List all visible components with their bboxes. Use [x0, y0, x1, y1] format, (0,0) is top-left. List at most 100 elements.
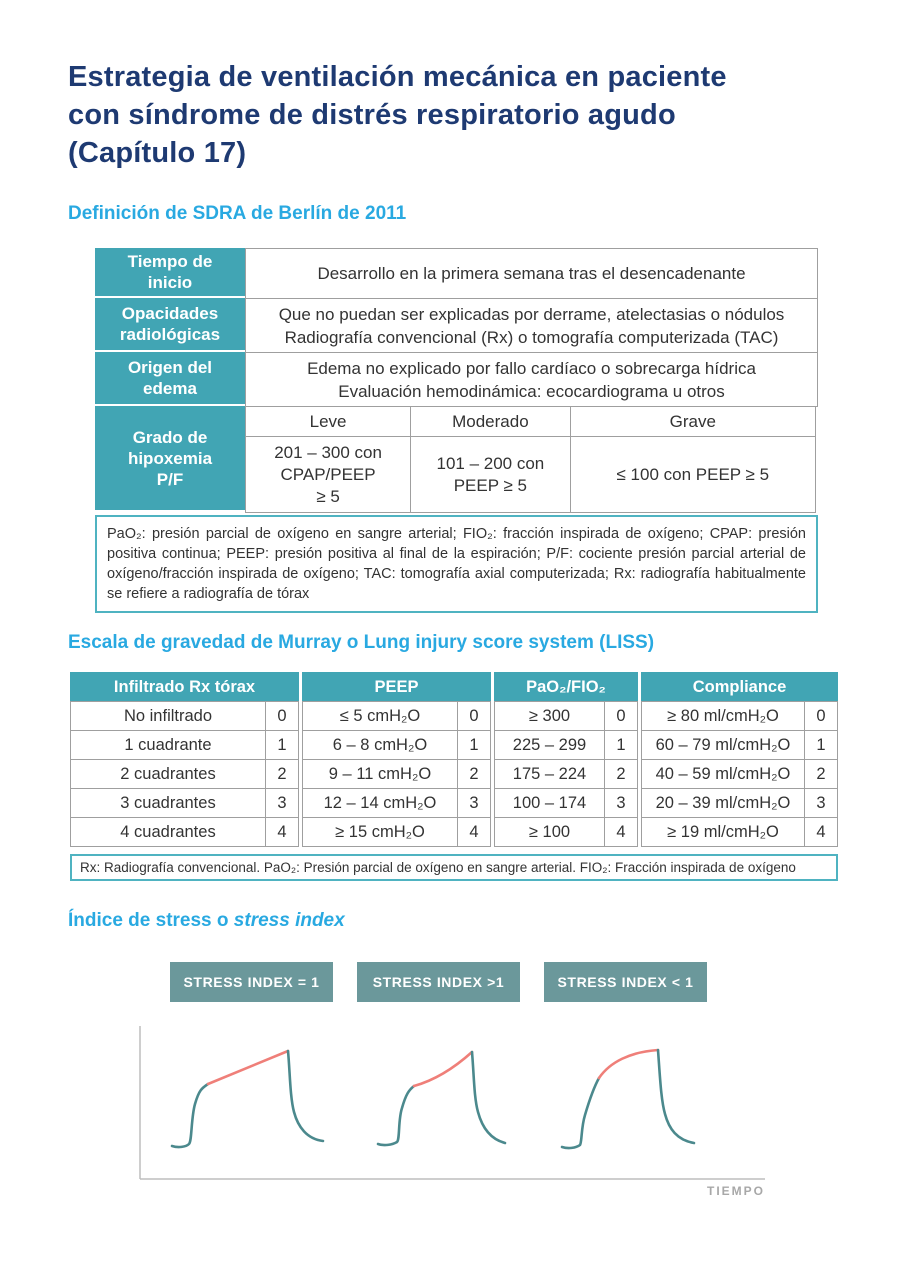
murray-score-cell: 0 — [804, 701, 838, 731]
hypoxemia-cell: ≤ 100 con PEEP ≥ 5 — [569, 436, 816, 513]
expiration-release-curve — [470, 1050, 507, 1145]
murray-value-cell: 175 – 224 — [494, 759, 605, 789]
murray-value-cell: ≥ 300 — [494, 701, 605, 731]
murray-score-cell: 1 — [457, 730, 491, 760]
murray-value-cell: 100 – 174 — [494, 788, 605, 818]
murray-score-cell: 3 — [457, 788, 491, 818]
stress-heading-italic: stress index — [233, 910, 345, 931]
inspiration-rise-curve — [376, 1084, 416, 1147]
murray-value-cell: No infiltrado — [70, 701, 266, 731]
murray-row: 40 – 59 ml/cmH₂O 2 — [641, 759, 838, 789]
murray-score-cell: 2 — [265, 759, 299, 789]
hypoxemia-subtable: Leve 201 – 300 con CPAP/PEEP ≥ 5 Moderad… — [245, 406, 818, 513]
murray-row: 60 – 79 ml/cmH₂O 1 — [641, 730, 838, 760]
murray-value-cell: 9 – 11 cmH₂O — [302, 759, 458, 789]
murray-score-cell: 1 — [265, 730, 299, 760]
murray-col-group: PEEP ≤ 5 cmH₂O 0 6 – 8 cmH₂O 1 9 – 11 cmH₂O 2 1… — [302, 672, 491, 847]
berlin-row-header: Opacidades radiológicas — [95, 298, 245, 353]
murray-row: 3 cuadrantes 3 — [70, 788, 299, 818]
berlin-row-header: Origen del edema — [95, 352, 245, 407]
hypoxemia-subheader: Grave — [569, 406, 816, 437]
pressure-curves — [170, 1048, 696, 1150]
murray-header-cell: PEEP — [302, 672, 491, 702]
murray-value-cell: 12 – 14 cmH₂O — [302, 788, 458, 818]
murray-score-cell: 0 — [604, 701, 638, 731]
murray-score-cell: 3 — [804, 788, 838, 818]
hypoxemia-col-leve: Leve 201 – 300 con CPAP/PEEP ≥ 5 — [245, 406, 412, 513]
berlin-row-content: Edema no explicado por fallo cardíaco o … — [245, 352, 818, 407]
stress-slope-segment — [206, 1049, 290, 1086]
murray-value-cell: ≥ 80 ml/cmH₂O — [641, 701, 805, 731]
murray-value-cell: 20 – 39 ml/cmH₂O — [641, 788, 805, 818]
murray-score-cell: 0 — [265, 701, 299, 731]
murray-row: 4 cuadrantes 4 — [70, 817, 299, 847]
section-heading-stress: Índice de stress o stress index — [68, 910, 345, 932]
murray-score-cell: 4 — [804, 817, 838, 847]
berlin-row-origen: Origen del edema Edema no explicado por … — [95, 352, 818, 407]
murray-row: 12 – 14 cmH₂O 3 — [302, 788, 491, 818]
murray-value-cell: ≥ 15 cmH₂O — [302, 817, 458, 847]
murray-value-cell: ≥ 19 ml/cmH₂O — [641, 817, 805, 847]
murray-value-cell: ≥ 100 — [494, 817, 605, 847]
murray-header-cell: Infiltrado Rx tórax — [70, 672, 299, 702]
hypoxemia-col-moderado: Moderado 101 – 200 con PEEP ≥ 5 — [410, 406, 571, 513]
berlin-row-header: Tiempo de inicio — [95, 248, 245, 299]
murray-row: 2 cuadrantes 2 — [70, 759, 299, 789]
murray-score-cell: 4 — [265, 817, 299, 847]
murray-value-cell: 40 – 59 ml/cmH₂O — [641, 759, 805, 789]
murray-row: ≥ 300 0 — [494, 701, 638, 731]
murray-score-cell: 2 — [457, 759, 491, 789]
murray-col-group: PaO₂/FIO₂ ≥ 300 0 225 – 299 1 175 – 224 2 100 –… — [494, 672, 638, 847]
berlin-row-hipoxemia: Grado de hipoxemia P/F Leve 201 – 300 co… — [95, 406, 818, 513]
page-title: Estrategia de ventilación mecánica en pa… — [68, 61, 727, 169]
murray-row: 20 – 39 ml/cmH₂O 3 — [641, 788, 838, 818]
berlin-row-content: Que no puedan ser explicadas por derrame… — [245, 298, 818, 353]
murray-row: ≥ 19 ml/cmH₂O 4 — [641, 817, 838, 847]
stress-index-badge: STRESS INDEX < 1 — [544, 962, 707, 1002]
stress-index-badge: STRESS INDEX = 1 — [170, 962, 333, 1002]
murray-value-cell: 225 – 299 — [494, 730, 605, 760]
murray-score-cell: 4 — [604, 817, 638, 847]
expiration-release-curve — [286, 1049, 325, 1143]
murray-row: 9 – 11 cmH₂O 2 — [302, 759, 491, 789]
murray-score-cell: 1 — [804, 730, 838, 760]
inspiration-rise-curve — [170, 1082, 210, 1149]
murray-value-cell: 3 cuadrantes — [70, 788, 266, 818]
murray-value-cell: 6 – 8 cmH₂O — [302, 730, 458, 760]
section-heading-berlin: Definición de SDRA de Berlín de 2011 — [68, 203, 407, 224]
murray-footnote: Rx: Radiografía convencional. PaO₂: Pres… — [70, 854, 838, 881]
stress-heading-text: Índice de stress o — [68, 910, 234, 931]
murray-score-cell: 3 — [604, 788, 638, 818]
murray-score-cell: 2 — [804, 759, 838, 789]
murray-score-cell: 0 — [457, 701, 491, 731]
hypoxemia-subheader: Leve — [245, 406, 412, 437]
murray-row: ≥ 15 cmH₂O 4 — [302, 817, 491, 847]
stress-badges: STRESS INDEX = 1 STRESS INDEX >1 STRESS IN… — [170, 962, 710, 1002]
murray-score-cell: 3 — [265, 788, 299, 818]
murray-value-cell: 60 – 79 ml/cmH₂O — [641, 730, 805, 760]
stress-chart-svg: TIEMPO — [139, 1026, 765, 1198]
murray-table: Infiltrado Rx tórax No infiltrado 0 1 cuadr… — [70, 672, 838, 847]
expiration-release-curve — [656, 1048, 696, 1145]
murray-value-cell: ≤ 5 cmH₂O — [302, 701, 458, 731]
berlin-row-content: Desarrollo en la primera semana tras el … — [245, 248, 818, 299]
murray-col-group: Compliance ≥ 80 ml/cmH₂O 0 60 – 79 ml/cmH₂O… — [641, 672, 838, 847]
hypoxemia-cell: 101 – 200 con PEEP ≥ 5 — [410, 436, 571, 513]
murray-header-cell: PaO₂/FIO₂ — [494, 672, 638, 702]
stress-slope-segment — [597, 1048, 660, 1080]
hypoxemia-subheader: Moderado — [410, 406, 571, 437]
berlin-row-header: Grado de hipoxemia P/F — [95, 406, 245, 513]
murray-score-cell: 1 — [604, 730, 638, 760]
murray-value-cell: 4 cuadrantes — [70, 817, 266, 847]
berlin-row-tiempo: Tiempo de inicio Desarrollo en la primer… — [95, 248, 818, 299]
murray-row: ≥ 100 4 — [494, 817, 638, 847]
murray-row: 6 – 8 cmH₂O 1 — [302, 730, 491, 760]
murray-value-cell: 2 cuadrantes — [70, 759, 266, 789]
murray-row: 1 cuadrante 1 — [70, 730, 299, 760]
berlin-row-opacidades: Opacidades radiológicas Que no puedan se… — [95, 298, 818, 353]
stress-slope-segment — [412, 1050, 474, 1088]
murray-row: No infiltrado 0 — [70, 701, 299, 731]
hypoxemia-col-grave: Grave ≤ 100 con PEEP ≥ 5 — [569, 406, 816, 513]
murray-row: 100 – 174 3 — [494, 788, 638, 818]
x-axis-label: TIEMPO — [707, 1184, 765, 1198]
